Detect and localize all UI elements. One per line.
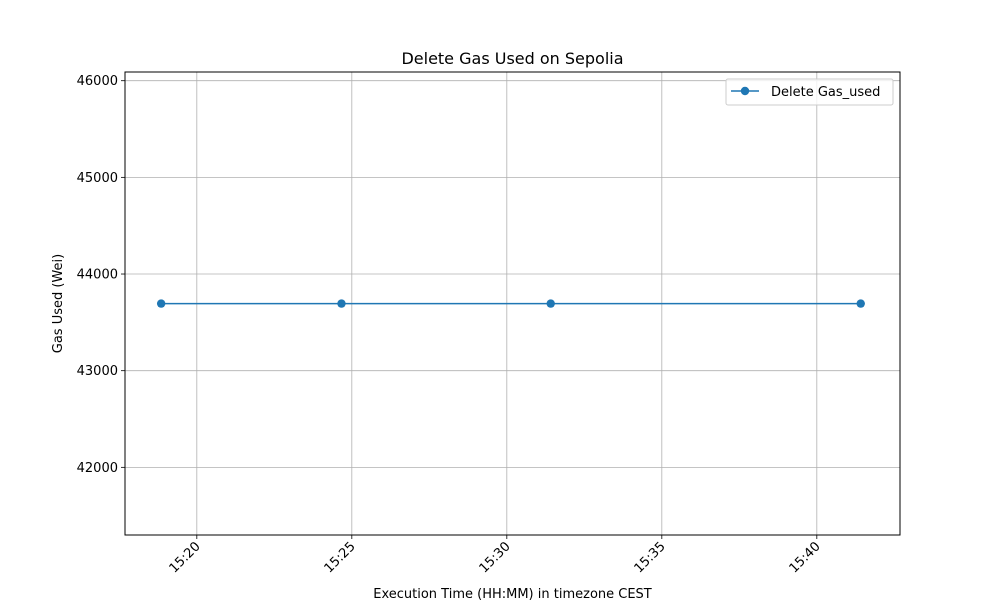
plot-frame (124, 71, 901, 536)
legend-label: Delete Gas_used (771, 85, 880, 100)
legend-marker (740, 86, 750, 96)
series-group (156, 299, 865, 308)
y-tick-label: 45000 (77, 171, 118, 186)
legend-box (725, 78, 894, 106)
x-tick-label: 15:30 (477, 539, 514, 576)
x-axis: 15:20 15:25 15:30 15:35 15:40 (167, 535, 824, 576)
x-axis-label: Execution Time (HH:MM) in timezone CEST (373, 587, 652, 600)
y-tick-label: 46000 (77, 74, 118, 89)
x-tick-label: 15:40 (787, 539, 824, 576)
x-tick-label: 15:35 (632, 539, 669, 576)
x-tick-label: 15:20 (167, 539, 204, 576)
y-axis-label: Gas Used (Wei) (51, 254, 66, 353)
x-tick-label: 15:25 (322, 539, 359, 576)
data-point (856, 299, 865, 308)
y-tick-label: 42000 (77, 461, 118, 476)
chart-title: Delete Gas Used on Sepolia (401, 49, 623, 68)
data-point (337, 299, 346, 308)
legend: Delete Gas_used (725, 78, 894, 106)
y-tick-label: 44000 (77, 268, 118, 283)
y-tick-label: 43000 (77, 364, 118, 379)
data-point (156, 299, 166, 308)
y-axis: 42000 43000 44000 45000 46000 (77, 74, 125, 476)
data-point (546, 299, 555, 308)
